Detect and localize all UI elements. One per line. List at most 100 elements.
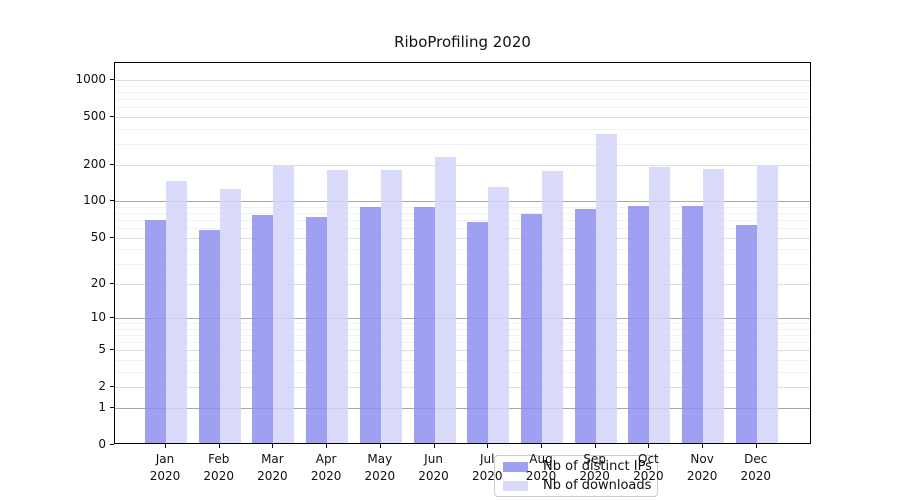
y-axis-tick-label: 20	[90, 276, 106, 291]
grid-line	[115, 165, 810, 167]
bar-distinct-ips	[145, 219, 166, 443]
y-axis-tick	[110, 200, 114, 202]
grid-line-minor	[115, 85, 810, 87]
y-axis-tick	[110, 407, 114, 409]
x-axis-tick	[218, 444, 220, 448]
grid-line-minor	[115, 206, 810, 208]
bar-downloads	[219, 189, 241, 443]
plot-area: Nb of distinct IPs Nb of downloads	[114, 62, 811, 497]
legend-item-downloads: Nb of downloads	[503, 478, 657, 494]
x-axis-tick-label: Jan 2020	[149, 452, 181, 483]
grid-line-minor	[115, 128, 810, 130]
y-axis-tick-label: 5	[98, 342, 106, 357]
x-axis-tick-label: Apr 2020	[310, 452, 342, 483]
bar-downloads	[649, 166, 671, 443]
legend-swatch-distinct-ips	[503, 461, 528, 472]
y-axis-tick	[110, 317, 114, 319]
bar-distinct-ips	[628, 205, 650, 443]
x-axis-tick	[755, 444, 757, 448]
bar-distinct-ips	[359, 206, 381, 443]
x-axis-tick	[165, 444, 166, 448]
bar-distinct-ips	[252, 215, 274, 443]
y-axis-tick	[110, 115, 114, 117]
bar-distinct-ips	[574, 209, 596, 443]
x-axis-tick	[648, 444, 650, 448]
x-axis-tick-label: May 2020	[364, 452, 396, 483]
x-axis-tick-label: Feb 2020	[203, 452, 234, 483]
bar-downloads	[273, 166, 295, 443]
legend-swatch-downloads	[503, 480, 528, 491]
legend-label-downloads: Nb of downloads	[543, 478, 652, 493]
bar-downloads	[756, 166, 778, 443]
grid-line	[115, 80, 810, 82]
x-axis-tick	[487, 444, 489, 448]
grid-line	[115, 318, 810, 320]
grid-line-minor	[115, 323, 810, 325]
y-axis-tick	[110, 236, 114, 238]
grid-line-minor	[115, 329, 810, 331]
y-axis-tick	[110, 164, 114, 166]
x-axis-tick	[379, 444, 381, 448]
y-axis-tick-label: 1	[98, 400, 106, 415]
grid-line-minor	[115, 263, 810, 265]
grid-line	[115, 237, 810, 239]
legend-label-distinct-ips: Nb of distinct IPs	[543, 459, 652, 474]
bar-downloads	[434, 156, 456, 443]
grid-line-minor	[115, 360, 810, 362]
grid-line-minor	[115, 220, 810, 222]
y-axis-tick-label: 50	[90, 229, 106, 244]
legend-item-distinct-ips: Nb of distinct IPs	[503, 459, 657, 475]
grid-line-minor	[115, 249, 810, 251]
grid-line	[115, 201, 810, 203]
bar-downloads	[595, 134, 617, 443]
x-axis-tick-label: Oct 2020	[633, 452, 664, 483]
x-axis-tick	[594, 444, 596, 448]
y-axis-tick	[110, 386, 114, 388]
bar-distinct-ips	[682, 206, 704, 443]
bar-distinct-ips	[306, 216, 328, 443]
y-axis-tick	[110, 79, 114, 81]
grid-line	[115, 408, 810, 410]
grid-line-minor	[115, 342, 810, 344]
x-axis-tick-label: Aug 2020	[525, 452, 557, 483]
x-axis-tick	[433, 444, 435, 448]
bar-downloads	[703, 169, 725, 443]
grid-line-minor	[115, 228, 810, 230]
y-axis-tick-label: 200	[83, 157, 106, 172]
x-axis-tick	[702, 444, 704, 448]
y-axis-tick-label: 1000	[75, 72, 106, 87]
y-axis-tick-label: 500	[83, 108, 106, 123]
chart-title: RiboProfiling 2020	[394, 33, 531, 51]
y-axis-tick-label: 2	[98, 379, 106, 394]
grid-line	[115, 116, 810, 118]
x-axis-tick-label: Mar 2020	[257, 452, 288, 483]
x-axis-tick	[272, 444, 274, 448]
y-axis-tick-label: 10	[90, 310, 106, 325]
grid-line-minor	[115, 213, 810, 215]
x-axis-tick-label: Dec 2020	[740, 452, 772, 483]
y-axis-tick-label: 100	[83, 193, 106, 208]
grid-line	[115, 284, 810, 286]
bar-distinct-ips	[520, 213, 542, 443]
x-axis-tick	[540, 444, 542, 448]
x-axis-tick-label: Jun 2020	[418, 452, 449, 483]
x-axis-tick-label: Nov 2020	[686, 452, 718, 483]
grid-line	[115, 387, 810, 389]
grid-line-minor	[115, 371, 810, 373]
bar-downloads	[166, 181, 187, 443]
legend: Nb of distinct IPs Nb of downloads	[494, 455, 658, 497]
grid-line-minor	[115, 92, 810, 94]
y-axis-tick	[110, 283, 114, 285]
bar-downloads	[488, 186, 510, 443]
y-axis-tick	[110, 349, 114, 351]
grid-line-minor	[115, 335, 810, 337]
grid-line-minor	[115, 107, 810, 109]
bar-downloads	[380, 170, 402, 443]
x-axis-tick	[326, 444, 328, 448]
y-axis-tick	[110, 444, 114, 445]
bar-distinct-ips	[735, 225, 757, 443]
grid-line	[115, 350, 810, 352]
grid-line-minor	[115, 143, 810, 145]
y-axis-tick-label: 0	[98, 437, 106, 451]
